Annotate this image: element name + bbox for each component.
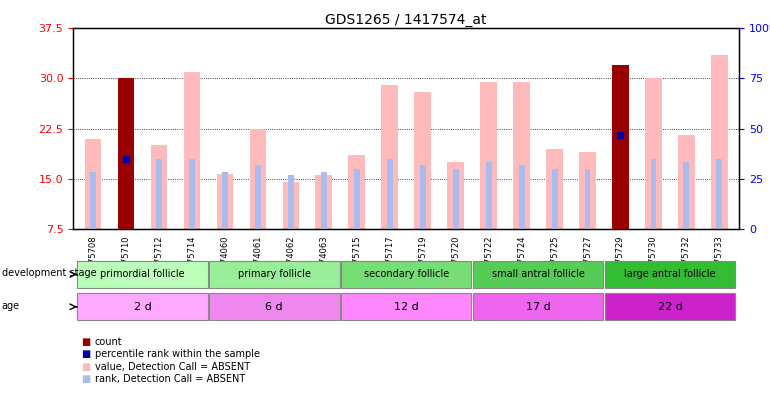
Bar xyxy=(716,159,722,229)
Bar xyxy=(341,261,471,288)
Text: secondary follicle: secondary follicle xyxy=(363,269,449,279)
Text: ■: ■ xyxy=(81,350,90,359)
Bar xyxy=(85,139,101,229)
Text: primordial follicle: primordial follicle xyxy=(100,269,185,279)
Bar xyxy=(420,165,426,229)
Text: large antral follicle: large antral follicle xyxy=(624,269,715,279)
Bar xyxy=(316,175,332,229)
Bar xyxy=(612,65,629,229)
Text: development stage: development stage xyxy=(2,269,96,278)
Text: count: count xyxy=(95,337,122,347)
Bar xyxy=(514,82,530,229)
Text: 22 d: 22 d xyxy=(658,302,682,312)
Text: rank, Detection Call = ABSENT: rank, Detection Call = ABSENT xyxy=(95,374,245,384)
Text: 17 d: 17 d xyxy=(526,302,551,312)
Bar xyxy=(321,172,326,229)
Bar xyxy=(604,261,735,288)
Bar xyxy=(353,168,360,229)
Bar xyxy=(77,293,208,320)
Text: percentile rank within the sample: percentile rank within the sample xyxy=(95,350,259,359)
Bar xyxy=(519,165,524,229)
Text: ■: ■ xyxy=(81,362,90,371)
Bar xyxy=(711,55,728,229)
Bar xyxy=(183,72,200,229)
Bar xyxy=(90,172,96,229)
Title: GDS1265 / 1417574_at: GDS1265 / 1417574_at xyxy=(326,13,487,27)
Bar xyxy=(480,82,497,229)
Bar xyxy=(216,174,233,229)
Text: value, Detection Call = ABSENT: value, Detection Call = ABSENT xyxy=(95,362,249,371)
Bar xyxy=(486,162,491,229)
Bar xyxy=(645,79,661,229)
Text: small antral follicle: small antral follicle xyxy=(491,269,584,279)
Text: ■: ■ xyxy=(81,337,90,347)
Bar xyxy=(209,293,340,320)
Bar xyxy=(684,162,689,229)
Bar xyxy=(123,159,129,229)
Bar xyxy=(209,261,340,288)
Bar xyxy=(255,165,261,229)
Bar xyxy=(414,92,431,229)
Bar xyxy=(387,159,393,229)
Bar xyxy=(604,293,735,320)
Bar xyxy=(189,159,195,229)
Bar xyxy=(249,129,266,229)
Bar xyxy=(612,65,629,229)
Bar xyxy=(473,261,604,288)
Text: primary follicle: primary follicle xyxy=(238,269,311,279)
Bar xyxy=(447,162,464,229)
Bar xyxy=(118,79,134,229)
Bar xyxy=(473,293,604,320)
Text: 6 d: 6 d xyxy=(266,302,283,312)
Text: ■: ■ xyxy=(81,374,90,384)
Text: 12 d: 12 d xyxy=(393,302,419,312)
Bar xyxy=(77,261,208,288)
Bar xyxy=(283,182,299,229)
Bar xyxy=(579,152,596,229)
Text: age: age xyxy=(2,301,20,311)
Bar xyxy=(453,168,459,229)
Bar xyxy=(288,175,293,229)
Bar xyxy=(156,159,162,229)
Bar xyxy=(381,85,398,229)
Text: 2 d: 2 d xyxy=(133,302,151,312)
Bar xyxy=(584,168,591,229)
Bar xyxy=(349,155,365,229)
Bar xyxy=(546,149,563,229)
Bar xyxy=(151,145,167,229)
Bar xyxy=(222,172,228,229)
Bar xyxy=(118,79,134,229)
Bar xyxy=(651,159,657,229)
Bar xyxy=(341,293,471,320)
Bar xyxy=(618,139,624,229)
Bar xyxy=(551,168,557,229)
Bar xyxy=(678,135,695,229)
